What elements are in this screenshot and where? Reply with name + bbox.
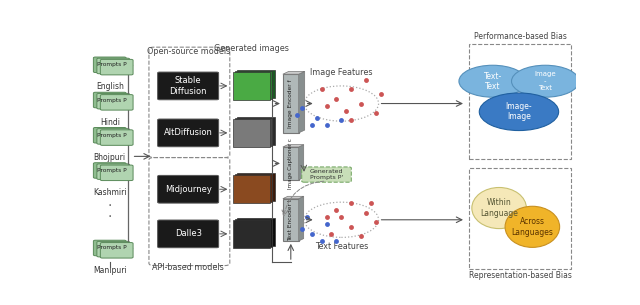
Text: Bhojpuri: Bhojpuri (93, 153, 126, 162)
Text: Image
-
Text: Image - Text (534, 71, 556, 91)
FancyBboxPatch shape (97, 129, 129, 144)
Bar (469, 168, 571, 269)
FancyBboxPatch shape (93, 57, 126, 73)
Bar (235, 71, 272, 99)
FancyBboxPatch shape (100, 165, 133, 181)
Ellipse shape (472, 188, 527, 228)
FancyBboxPatch shape (157, 175, 219, 203)
Text: Across
Languages: Across Languages (511, 217, 554, 237)
Text: Text-
Text: Text- Text (484, 71, 502, 91)
Bar (283, 199, 299, 241)
FancyBboxPatch shape (93, 163, 126, 178)
Text: Image Captioner c: Image Captioner c (288, 138, 293, 189)
FancyBboxPatch shape (93, 240, 126, 256)
Text: Text Features: Text Features (315, 242, 368, 251)
FancyBboxPatch shape (97, 241, 129, 257)
Bar (237, 70, 275, 98)
Text: Prompts P: Prompts P (97, 98, 127, 102)
Text: ·: · (108, 187, 112, 201)
FancyBboxPatch shape (100, 130, 133, 145)
Circle shape (459, 65, 526, 97)
Bar (232, 72, 269, 100)
Text: Generated images: Generated images (214, 44, 289, 53)
Bar (237, 117, 275, 145)
Bar (232, 175, 269, 203)
Text: Generated
Prompts P': Generated Prompts P' (310, 169, 343, 180)
FancyBboxPatch shape (93, 92, 126, 108)
Bar (232, 220, 269, 248)
Bar (235, 118, 272, 146)
Polygon shape (299, 196, 304, 241)
Text: Representation-based Bias: Representation-based Bias (468, 271, 572, 281)
Ellipse shape (505, 206, 559, 247)
FancyBboxPatch shape (93, 127, 126, 143)
Polygon shape (283, 145, 304, 147)
Text: ·: · (108, 210, 112, 224)
Text: Within
Language: Within Language (480, 198, 518, 218)
FancyBboxPatch shape (157, 119, 219, 147)
FancyBboxPatch shape (100, 242, 133, 258)
FancyBboxPatch shape (97, 164, 129, 179)
FancyBboxPatch shape (157, 220, 219, 248)
Text: Image Encoder f: Image Encoder f (288, 79, 293, 128)
Text: Dalle3: Dalle3 (175, 229, 202, 239)
Bar (232, 119, 269, 147)
Text: Open-source models: Open-source models (147, 47, 230, 56)
FancyBboxPatch shape (97, 93, 129, 109)
Text: Performance-based Bias: Performance-based Bias (474, 32, 566, 41)
Text: Prompts P: Prompts P (97, 62, 127, 67)
Text: API-based models: API-based models (152, 263, 224, 272)
FancyBboxPatch shape (97, 58, 129, 74)
Text: Midjourney: Midjourney (164, 185, 212, 194)
Bar (469, 44, 571, 159)
Bar (235, 219, 272, 247)
FancyBboxPatch shape (100, 59, 133, 75)
FancyBboxPatch shape (100, 95, 133, 110)
Text: Manipuri: Manipuri (93, 266, 127, 274)
Text: Text Encoder t: Text Encoder t (288, 199, 293, 241)
Text: Stable
Diffusion: Stable Diffusion (170, 76, 207, 96)
Bar (237, 173, 275, 202)
Polygon shape (283, 71, 305, 74)
Text: Prompts P: Prompts P (97, 133, 127, 138)
Text: Image-
Image: Image- Image (506, 102, 532, 121)
Circle shape (479, 93, 559, 131)
Bar (237, 218, 275, 246)
Text: English: English (96, 82, 124, 92)
Bar (235, 174, 272, 203)
Polygon shape (283, 196, 304, 199)
Circle shape (511, 65, 579, 97)
Text: AltDiffusion: AltDiffusion (164, 128, 212, 137)
Text: Image Features: Image Features (310, 67, 372, 77)
Text: Hindi: Hindi (100, 118, 120, 127)
Text: Prompts P: Prompts P (97, 246, 127, 250)
Polygon shape (299, 145, 304, 180)
Text: Kashmiri: Kashmiri (93, 188, 127, 197)
Bar (283, 74, 299, 133)
Text: Prompts P: Prompts P (97, 168, 127, 173)
Text: ·: · (108, 199, 112, 213)
Polygon shape (299, 71, 305, 133)
FancyBboxPatch shape (301, 167, 351, 182)
Bar (283, 147, 299, 180)
FancyBboxPatch shape (157, 72, 219, 100)
